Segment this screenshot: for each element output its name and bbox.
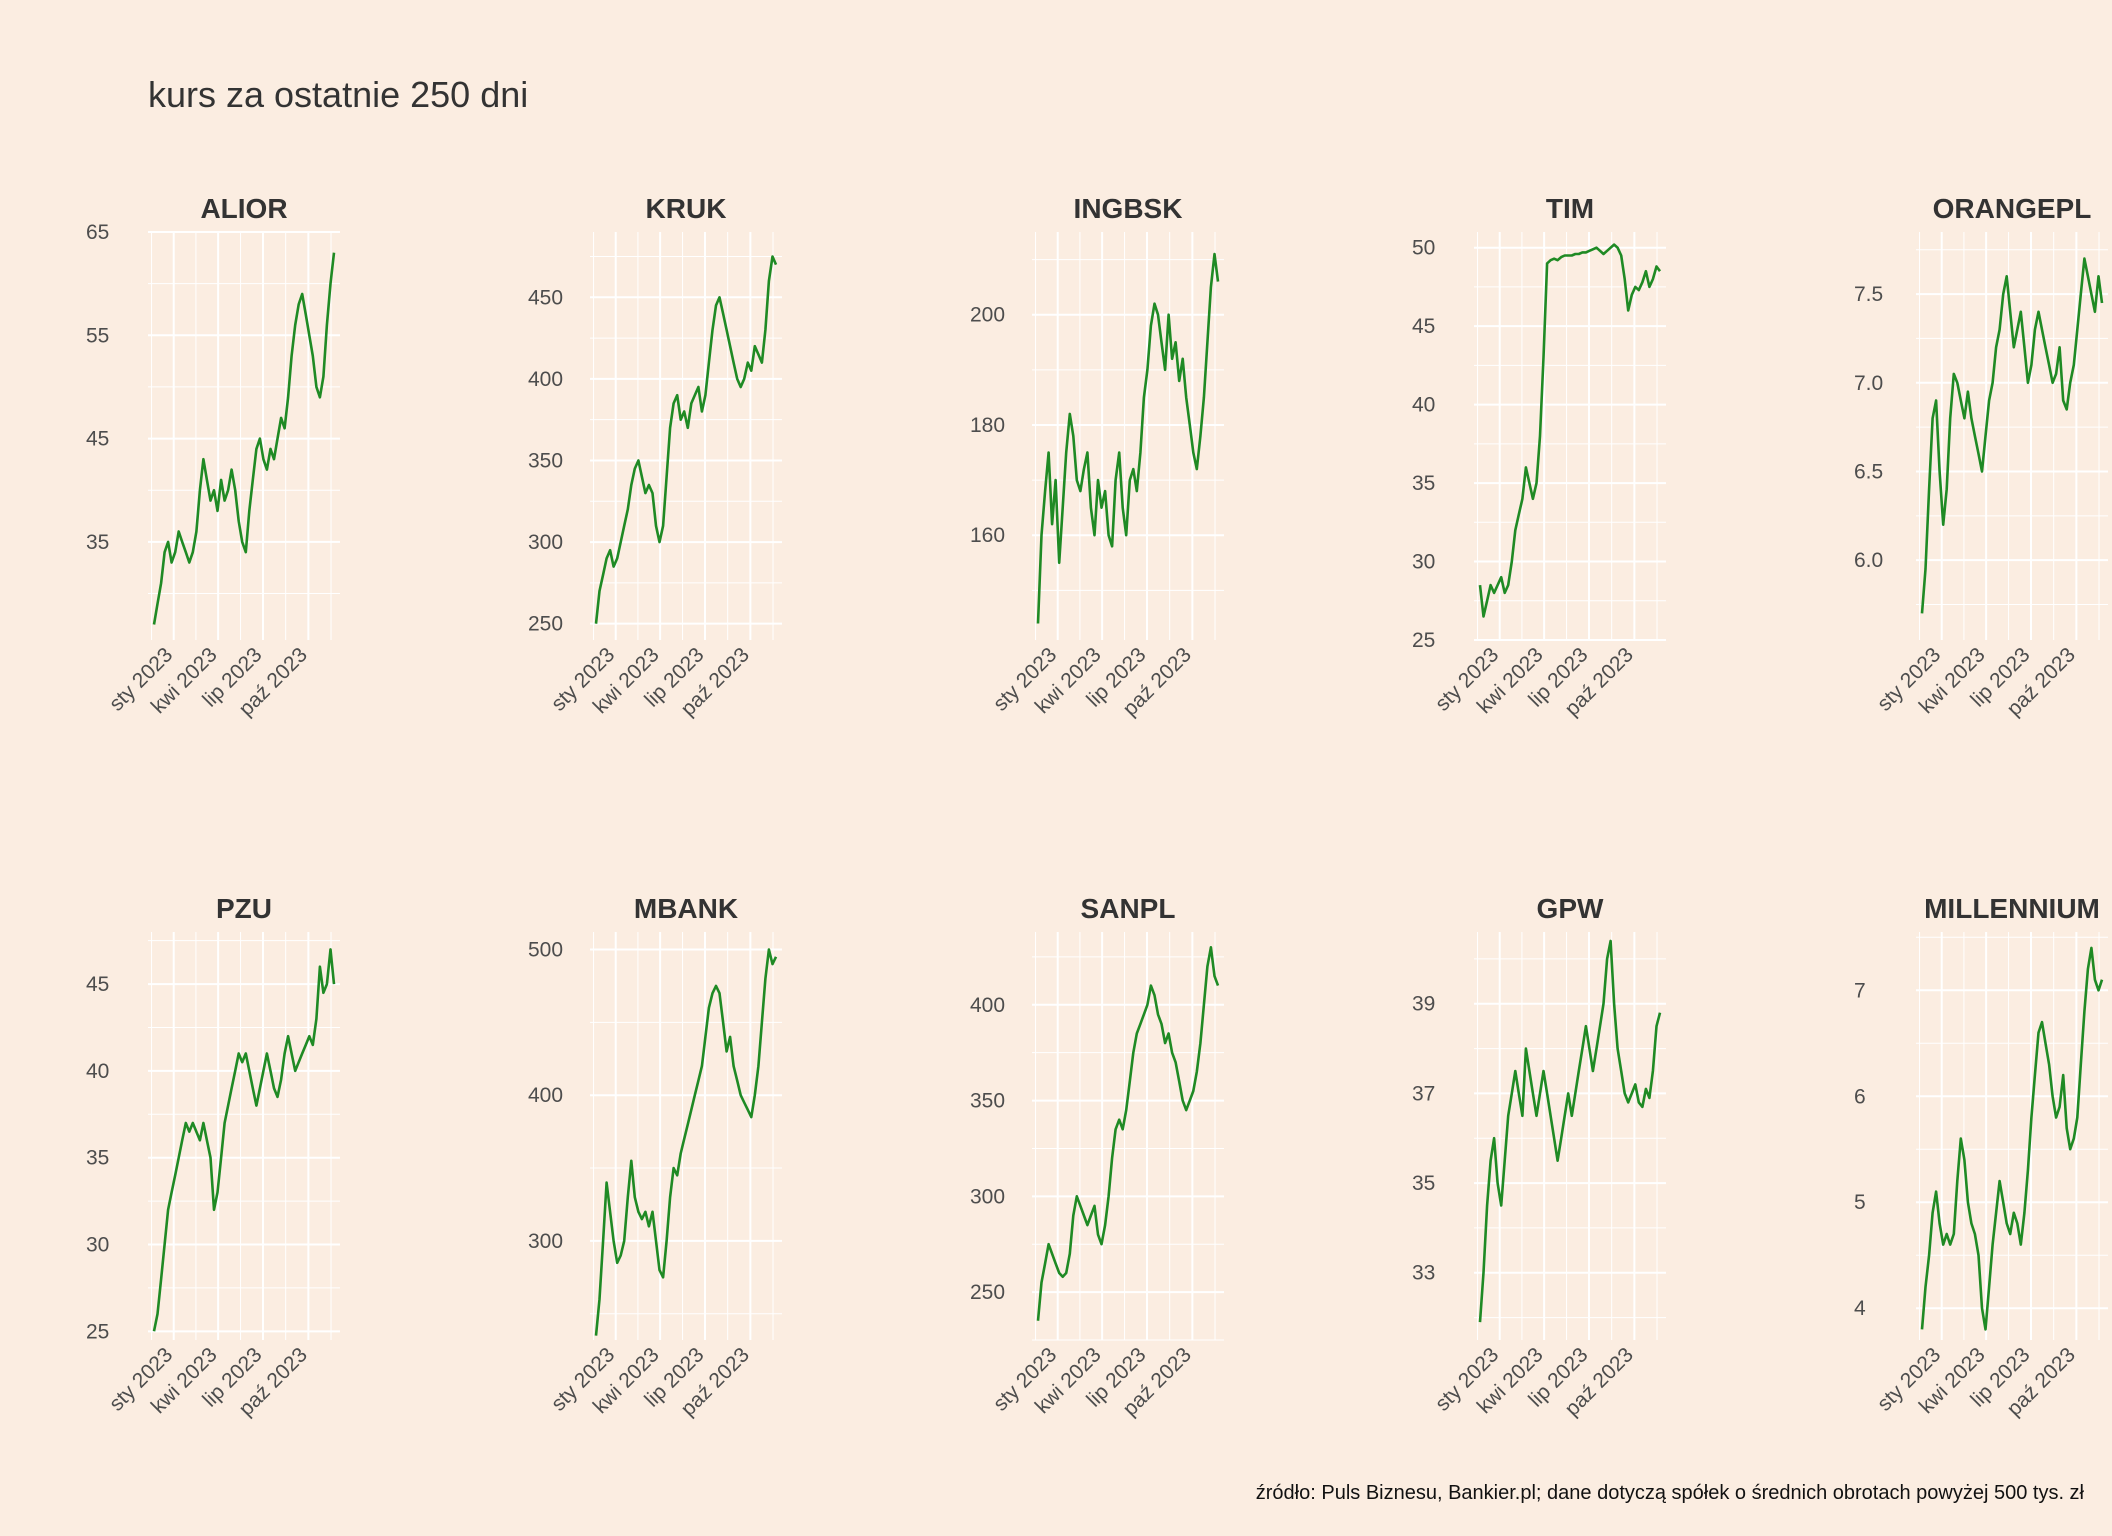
panel-title: MBANK	[634, 893, 738, 924]
y-tick-label: 50	[1412, 237, 1435, 260]
series-line-mbank	[594, 948, 778, 1336]
source-caption: źródło: Puls Biznesu, Bankier.pl; dane d…	[1255, 1482, 2084, 1504]
y-tick-label: 6.0	[1854, 549, 1883, 572]
y-tick-label: 45	[1412, 315, 1435, 338]
y-tick-label: 25	[86, 1320, 109, 1343]
y-tick-label: 6.5	[1854, 460, 1883, 483]
y-tick-label: 500	[528, 938, 563, 961]
y-tick-label: 35	[1412, 472, 1435, 495]
y-tick-label: 37	[1412, 1082, 1435, 1105]
y-tick-label: 250	[528, 613, 563, 636]
y-tick-label: 40	[86, 1060, 109, 1083]
y-tick-label: 25	[1412, 629, 1435, 652]
y-tick-label: 39	[1412, 993, 1435, 1016]
y-tick-label: 7.0	[1854, 372, 1883, 395]
panel-title: MILLENNIUM	[1924, 893, 2100, 924]
series-line-ingbsk	[1036, 252, 1220, 624]
panel-title: SANPL	[1081, 893, 1176, 924]
y-tick-label: 450	[528, 286, 563, 309]
panel-title: TIM	[1546, 193, 1594, 224]
y-tick-label: 180	[970, 414, 1005, 437]
panel-title: ALIOR	[200, 193, 287, 224]
y-tick-label: 35	[1412, 1172, 1435, 1195]
y-tick-label: 65	[86, 221, 109, 244]
y-tick-label: 40	[1412, 394, 1435, 417]
y-tick-label: 30	[86, 1234, 109, 1257]
y-tick-label: 5	[1854, 1191, 1866, 1214]
y-tick-label: 400	[528, 1084, 563, 1107]
series-line-alior	[152, 252, 336, 625]
y-tick-label: 300	[970, 1185, 1005, 1208]
y-tick-label: 160	[970, 524, 1005, 547]
y-tick-label: 350	[528, 449, 563, 472]
series-line-pzu	[152, 948, 336, 1332]
panel-title: INGBSK	[1074, 193, 1183, 224]
y-tick-label: 350	[970, 1090, 1005, 1113]
y-tick-label: 30	[1412, 551, 1435, 574]
y-tick-label: 4	[1854, 1297, 1866, 1320]
y-tick-label: 300	[528, 1230, 563, 1253]
panel-title: PZU	[216, 893, 272, 924]
y-tick-label: 400	[528, 368, 563, 391]
series-line-tim	[1478, 243, 1662, 618]
y-tick-label: 300	[528, 531, 563, 554]
series-line-sanpl	[1036, 945, 1220, 1321]
y-tick-label: 250	[970, 1281, 1005, 1304]
series-line-kruk	[594, 255, 778, 624]
series-line-millennium	[1920, 946, 2104, 1331]
y-tick-label: 55	[86, 324, 109, 347]
panel-title: GPW	[1537, 893, 1604, 924]
y-tick-label: 45	[86, 973, 109, 996]
y-tick-label: 7	[1854, 979, 1866, 1002]
y-tick-label: 6	[1854, 1085, 1866, 1108]
y-tick-label: 35	[86, 1147, 109, 1170]
series-line-gpw	[1478, 939, 1662, 1323]
y-tick-label: 45	[86, 428, 109, 451]
panel-title: ORANGEPL	[1933, 193, 2092, 224]
y-tick-label: 33	[1412, 1262, 1435, 1285]
y-tick-label: 7.5	[1854, 283, 1883, 306]
y-tick-label: 200	[970, 304, 1005, 327]
panel-title: KRUK	[646, 193, 727, 224]
y-tick-label: 35	[86, 531, 109, 554]
y-tick-label: 400	[970, 994, 1005, 1017]
series-line-orangepl	[1920, 257, 2104, 614]
page-title: kurs za ostatnie 250 dni	[148, 74, 529, 115]
